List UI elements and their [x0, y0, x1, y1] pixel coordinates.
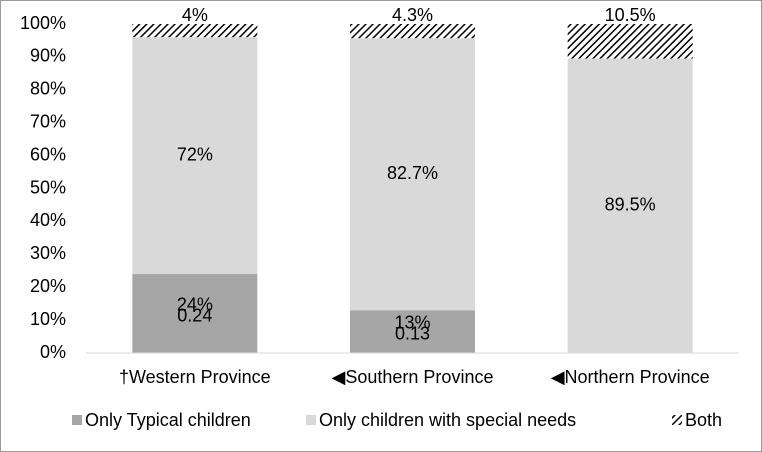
- value-label: 72%: [177, 144, 213, 164]
- annotation: 0.13: [395, 323, 430, 343]
- annotation: 0.24: [177, 305, 212, 325]
- bar-segment: [567, 58, 693, 354]
- x-tick-label: ◀Northern Province: [551, 367, 710, 387]
- bar-segment: [132, 37, 258, 275]
- y-tick-label: 30%: [30, 243, 66, 263]
- value-label: 24%: [177, 294, 213, 314]
- bar-segment: [567, 24, 693, 59]
- value-label: 89.5%: [605, 195, 656, 215]
- legend-swatch: [306, 415, 316, 425]
- bar-segment: [350, 24, 475, 39]
- y-tick-label: 40%: [30, 210, 66, 230]
- y-tick-label: 10%: [30, 309, 66, 329]
- legend-label: Only children with special needs: [319, 410, 576, 430]
- y-tick-label: 80%: [30, 79, 66, 99]
- y-tick-label: 0%: [40, 342, 66, 362]
- y-tick-label: 90%: [30, 46, 66, 66]
- bar-segment: [350, 310, 475, 353]
- legend-label: Both: [685, 410, 722, 430]
- y-tick-label: 20%: [30, 276, 66, 296]
- legend-swatch: [672, 415, 682, 425]
- x-tick-label: ◀Southern Province: [332, 367, 494, 387]
- y-tick-label: 50%: [30, 177, 66, 197]
- x-tick-label: †Western Province: [119, 367, 271, 387]
- value-label: 13%: [394, 312, 430, 332]
- bar-segment: [132, 274, 258, 353]
- legend-swatch: [72, 415, 82, 425]
- y-tick-label: 100%: [20, 13, 66, 33]
- value-label: 4%: [182, 5, 208, 25]
- y-tick-label: 70%: [30, 111, 66, 131]
- value-label: 4.3%: [392, 5, 433, 25]
- legend-label: Only Typical children: [85, 410, 251, 430]
- bar-segment: [132, 24, 258, 38]
- value-label: 82.7%: [387, 163, 438, 183]
- value-label: 10.5%: [605, 5, 656, 25]
- bar-segment: [350, 38, 475, 311]
- y-tick-label: 60%: [30, 144, 66, 164]
